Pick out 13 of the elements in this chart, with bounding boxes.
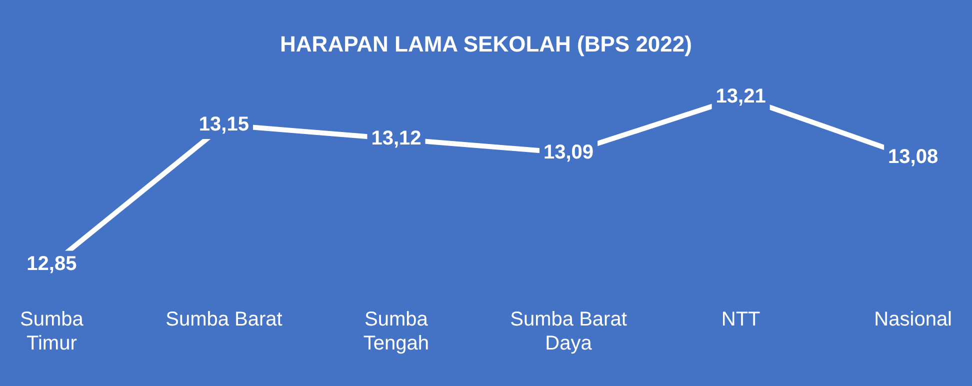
chart-title: HARAPAN LAMA SEKOLAH (BPS 2022) xyxy=(280,31,692,56)
data-label: 13,08 xyxy=(888,146,938,168)
x-tick-label: Sumba Barat xyxy=(166,308,283,331)
x-tick-label: NTT xyxy=(721,308,760,331)
x-tick-label: Nasional xyxy=(874,308,952,331)
x-tick-label: Sumba Barat Daya xyxy=(510,308,628,355)
data-label: 13,15 xyxy=(198,113,249,136)
data-label: 13,21 xyxy=(716,86,766,108)
x-tick-label: Sumba Timur xyxy=(20,308,84,355)
data-label: 12,85 xyxy=(26,253,77,276)
data-label: 13,12 xyxy=(371,127,422,150)
data-label: 13,09 xyxy=(543,141,594,164)
x-tick-label: Sumba Tengah xyxy=(363,308,430,355)
